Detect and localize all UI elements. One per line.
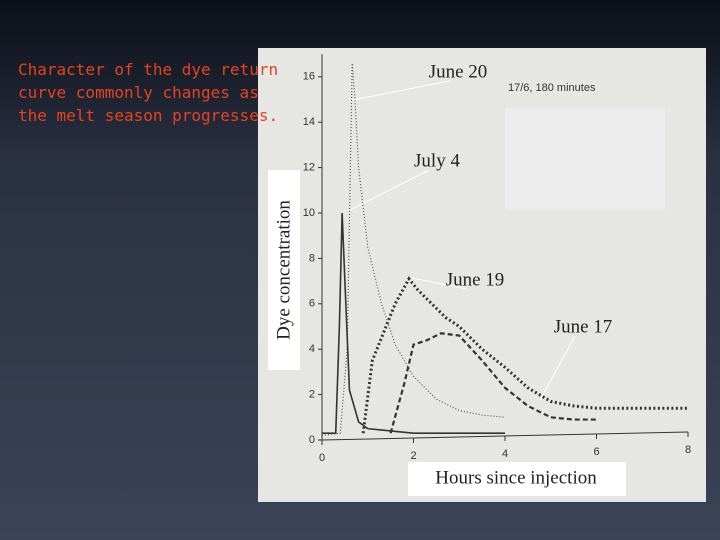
leader-line [349,169,430,211]
y-tick-label: 8 [309,252,315,264]
leader-line [539,335,576,401]
series-label: July 4 [414,150,460,171]
leader-line [351,80,451,101]
series-label: June 20 [429,61,488,82]
y-tick-label: 16 [303,71,315,83]
x-tick-label: 8 [685,444,691,456]
y-tick-label: 6 [309,298,315,310]
series-label: June 19 [446,269,505,290]
series-label: June 17 [554,316,613,337]
y-tick-label: 0 [309,434,315,446]
series-line [322,212,505,434]
label-box [408,462,626,496]
legend-note: 17/6, 180 minutes [508,82,596,94]
cover-box [505,108,665,210]
y-axis-label: Dye concentration [273,200,294,340]
x-tick-label: 2 [410,450,416,462]
series-line [321,63,506,437]
series-line [389,332,597,434]
leader-line [411,277,468,290]
y-tick-label: 10 [303,207,315,219]
y-tick-label: 2 [309,389,315,401]
series-line [361,276,688,434]
label-box [268,170,300,370]
x-axis-label: Hours since injection [435,467,597,488]
x-tick-label: 6 [593,446,599,458]
y-tick-label: 14 [303,116,315,128]
x-tick-label: 4 [502,448,508,460]
y-tick-label: 12 [303,162,315,174]
y-tick-label: 4 [309,343,315,355]
x-tick-label: 0 [319,452,325,464]
slide-text: Character of the dye return curve common… [18,60,279,125]
